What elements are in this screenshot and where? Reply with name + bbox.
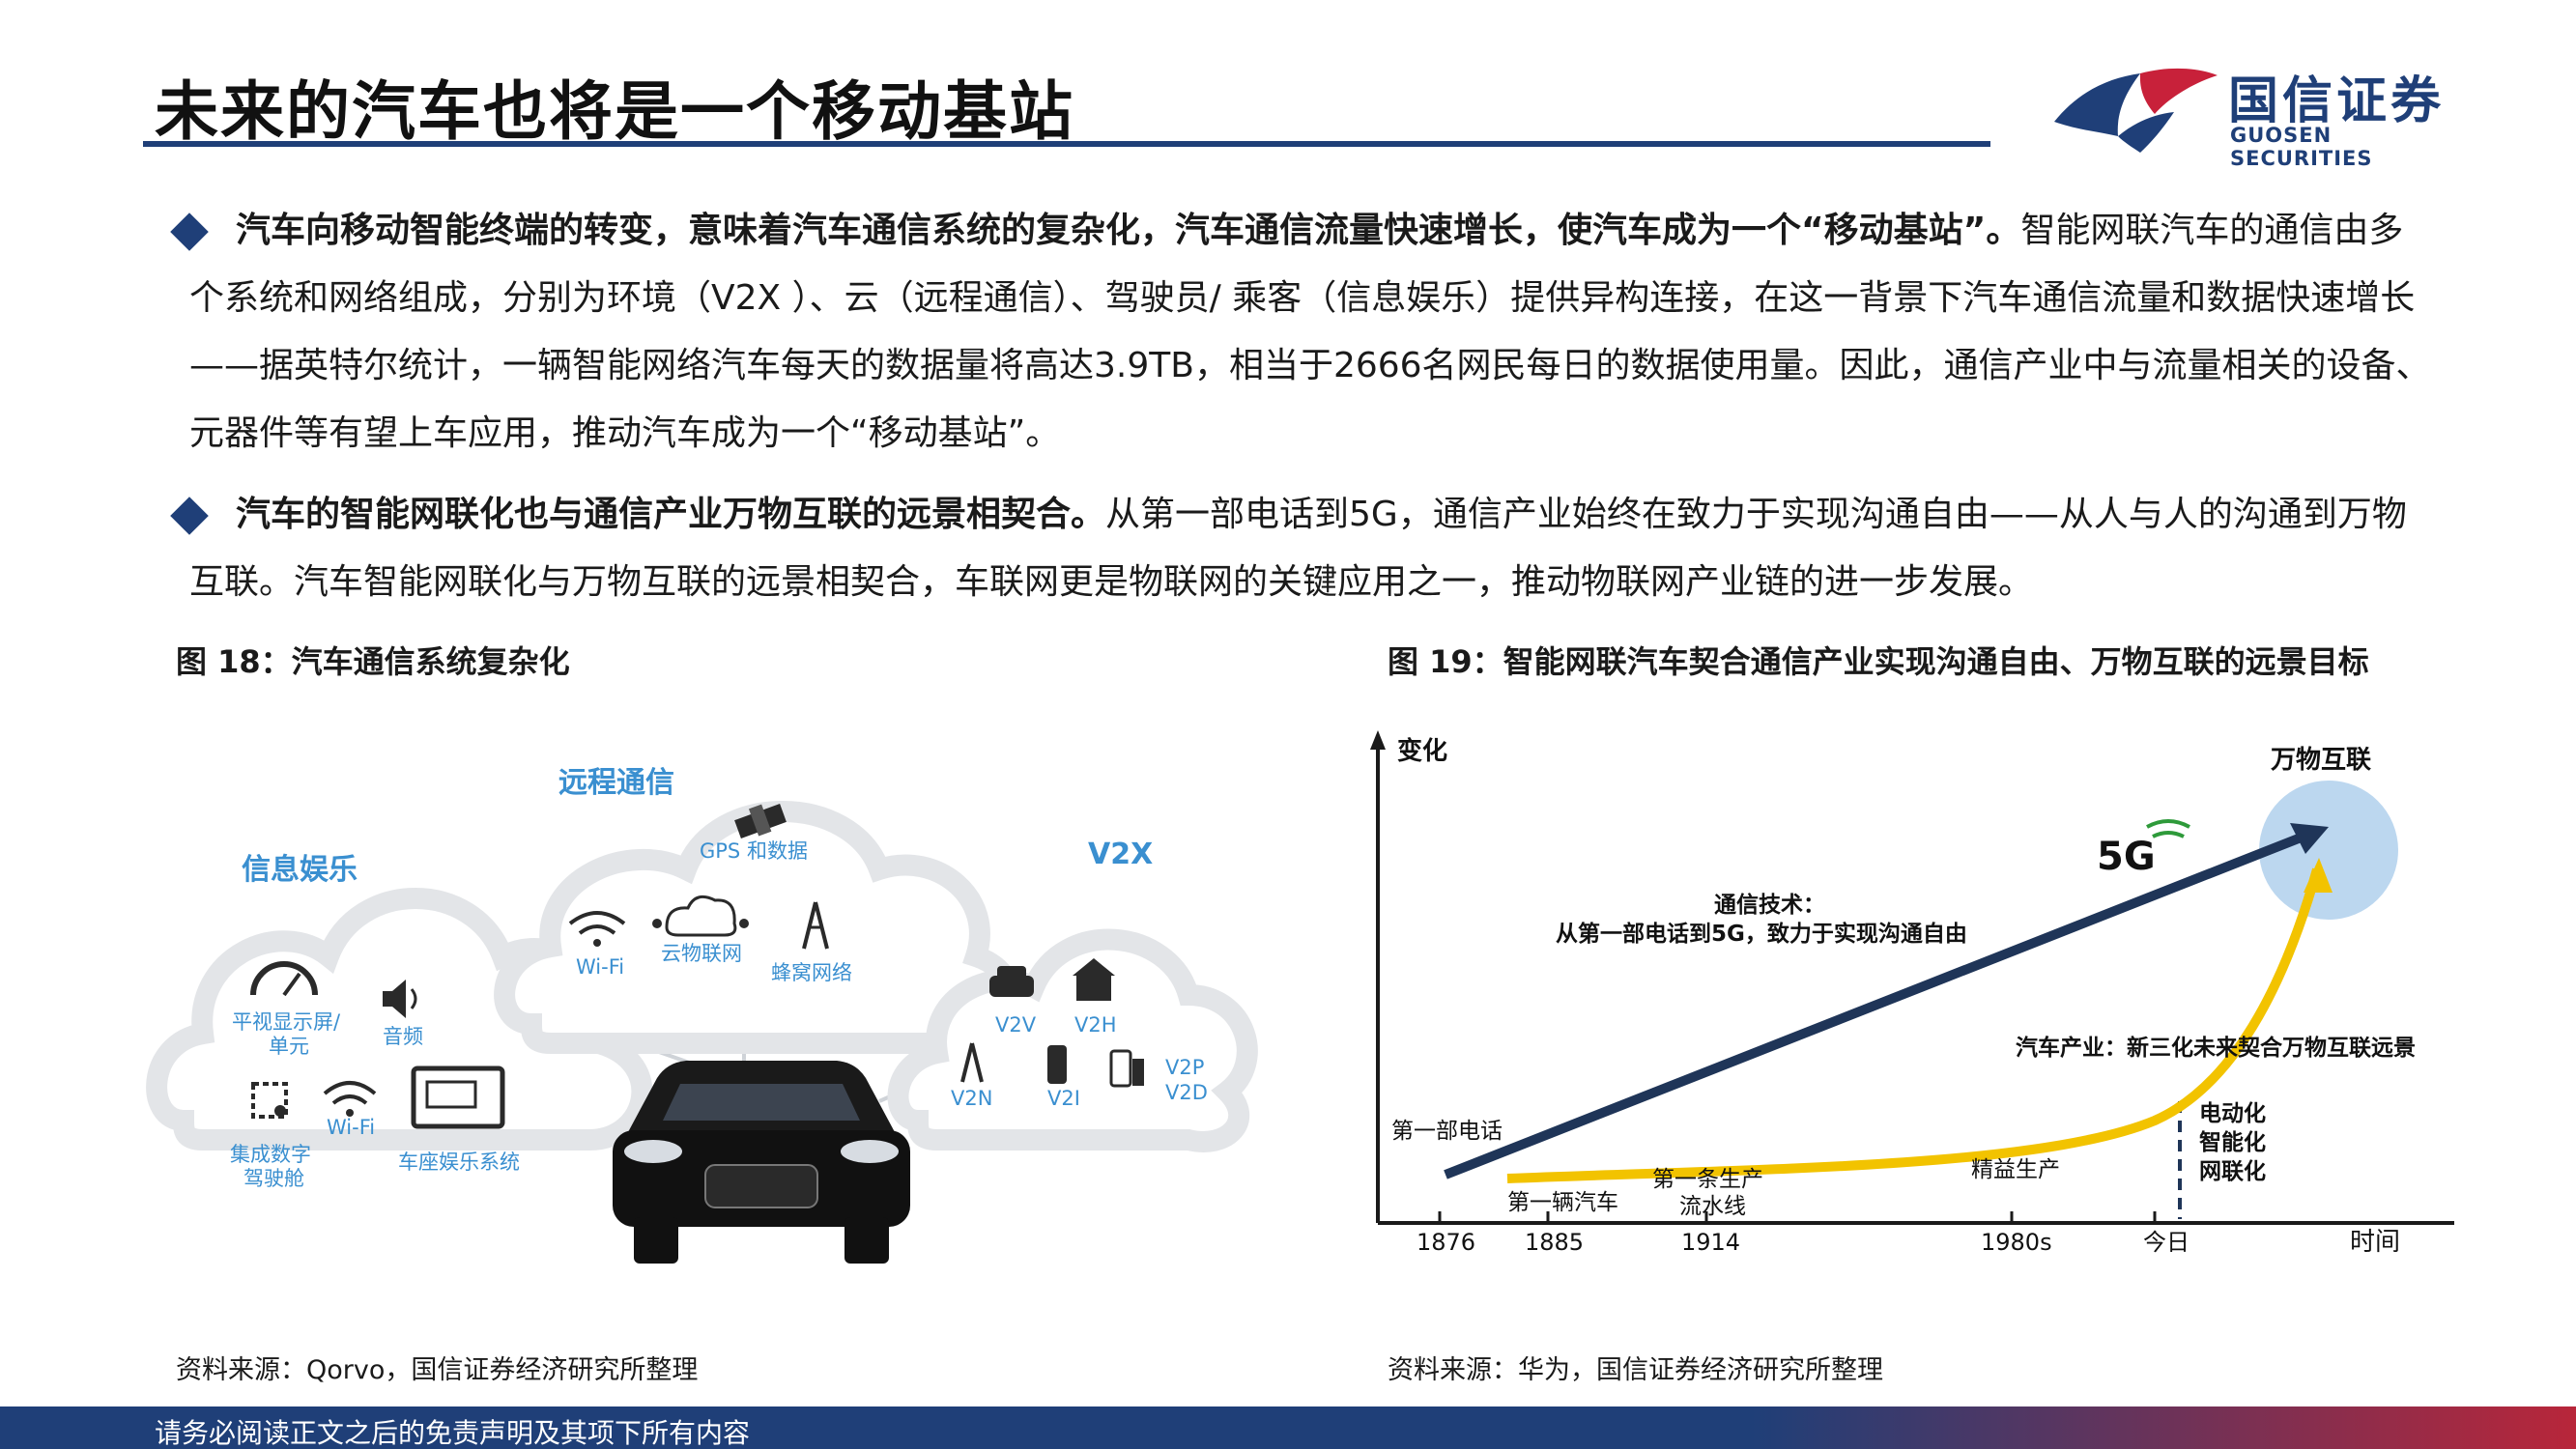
comm-arrow-head [2290,823,2329,854]
phone-icon [1109,1049,1144,1088]
wifi-icon [568,911,626,947]
infotainment-item: 平视显示屏/ [232,1010,341,1034]
telematics-item: 云物联网 [661,942,742,965]
v2x-item: V2I [1047,1087,1080,1110]
x-tick-label: 1876 [1417,1229,1475,1256]
comm-title: 通信技术： [1714,892,1825,918]
assembly-line-label-2: 流水线 [1679,1194,1746,1219]
paragraph-1-body: 智能网联汽车的通信由多个系统和网络组成，分别为环境（V2X ）、云（远程通信）、… [189,211,2431,453]
telematics-item: GPS 和数据 [700,839,808,863]
infotainment-item: 车座娱乐系统 [398,1151,520,1174]
x-axis-label: 时间 [2350,1228,2400,1257]
satellite-icon [734,804,787,838]
touch-icon [251,1082,288,1119]
telematics-title: 远程通信 [558,766,674,800]
x-tick-label: 1980s [1981,1229,2052,1256]
cloud-iot-icon [652,895,749,937]
auto-curve [1506,867,2322,1183]
assembly-line-label: 第一条生产 [1652,1167,1763,1192]
5g-icon: 5G [2097,819,2190,879]
v2x-title: V2X [1088,838,1153,871]
paragraph-1: 汽车向移动智能终端的转变，意味着汽车通信系统的复杂化，汽车通信流量快速增长，使汽… [189,197,2431,468]
lean-production-label: 精益生产 [1971,1157,2060,1182]
comm-desc: 从第一部电话到5G，致力于实现沟通自由 [1556,921,1967,947]
page-title: 未来的汽车也将是一个移动基站 [155,74,1074,149]
wifi-icon [323,1081,377,1117]
first-phone-label: 第一部电话 [1391,1119,1503,1144]
guosen-logo: 国信证券 GUOSEN SECURITIES [2048,54,2454,170]
v2x-item: V2V [995,1013,1037,1037]
figure-19-caption: 图 19：智能网联汽车契合通信产业实现沟通自由、万物互联的远景目标 [1388,643,2369,680]
v2x-item: V2P [1165,1056,1204,1079]
telematics-item: Wi-Fi [576,955,624,979]
iot-label: 万物互联 [2271,746,2371,775]
x-tick-label: 1885 [1525,1229,1584,1256]
figure-18-diagram: 信息娱乐 平视显示屏/ 单元 音频 集成数字 驾驶舱 [145,734,1295,1279]
infotainment-item: 驾驶舱 [243,1167,304,1190]
house-icon [1073,958,1115,1001]
v2x-item: V2H [1074,1013,1117,1037]
infotainment-title: 信息娱乐 [242,853,358,887]
auto-label: 汽车产业：新三化未来契合万物互联远景 [2016,1035,2416,1061]
auto-curve-head [2304,858,2333,893]
telematics-item: 蜂窝网络 [771,961,852,984]
v2x-item: V2D [1165,1081,1208,1104]
infotainment-item: Wi-Fi [327,1116,375,1139]
y-axis-arrow [1370,730,1386,750]
figure-18-caption: 图 18：汽车通信系统复杂化 [176,643,570,680]
5g-label: 5G [2097,835,2156,879]
x-tick-label: 今日 [2143,1229,2190,1256]
cell-tower-icon [960,1042,984,1083]
infotainment-item: 音频 [383,1025,423,1048]
paragraph-1-lead: 汽车向移动智能终端的转变，意味着汽车通信系统的复杂化，汽车通信流量快速增长，使汽… [236,211,2021,250]
car-icon [989,966,1034,997]
telematics-cloud: 远程通信 GPS 和数据 Wi-Fi 云物联网 [494,766,1022,1054]
footer-disclaimer: 请务必阅读正文之后的免责声明及其项下所有内容 [155,1417,751,1449]
v2x-cloud: V2X V2V V2H V2N V2I [887,838,1258,1152]
logo-cn-text: 国信证券 [2228,72,2446,130]
infotainment-item: 单元 [269,1035,309,1058]
comm-arrow-line [1444,828,2315,1179]
paragraph-2-lead: 汽车的智能网联化也与通信产业万物互联的远景相契合。 [236,495,1106,534]
first-car-label: 第一辆汽车 [1507,1190,1618,1215]
guosen-logo-mark [2054,68,2218,153]
figure-18-source: 资料来源：Qorvo，国信证券经济研究所整理 [176,1355,699,1385]
figure-19-diagram: 万物互联 变化 时间 1876 1885 1914 1980s 今日 5G [1362,715,2483,1279]
paragraph-2-body: 从第一部电话到5G，通信产业始终在致力于实现沟通自由——从人与人的沟通到万物互联… [189,495,2407,602]
footer-bar: 请务必阅读正文之后的免责声明及其项下所有内容 [0,1406,2576,1449]
iot-circle [2259,781,2398,920]
figure-19-source: 资料来源：华为，国信证券经济研究所整理 [1388,1355,1883,1385]
trend-label: 智能化 [2199,1129,2266,1155]
seat-screen-icon [411,1065,505,1129]
title-underline [143,141,1990,147]
x-tick-label: 1914 [1681,1229,1740,1256]
logo-en-text: GUOSEN SECURITIES [2230,124,2373,170]
v2x-item: V2N [951,1087,992,1110]
trend-label: 网联化 [2199,1158,2266,1184]
trend-label: 电动化 [2199,1100,2266,1126]
infotainment-item: 集成数字 [230,1143,311,1166]
gauge-icon [250,961,318,997]
y-axis-label: 变化 [1397,736,1447,766]
speaker-icon [383,980,417,1018]
traffic-light-icon [1047,1045,1067,1084]
cell-tower-icon [802,901,829,950]
car-image [613,1061,910,1264]
paragraph-2: 汽车的智能网联化也与通信产业万物互联的远景相契合。从第一部电话到5G，通信产业始… [189,481,2431,616]
